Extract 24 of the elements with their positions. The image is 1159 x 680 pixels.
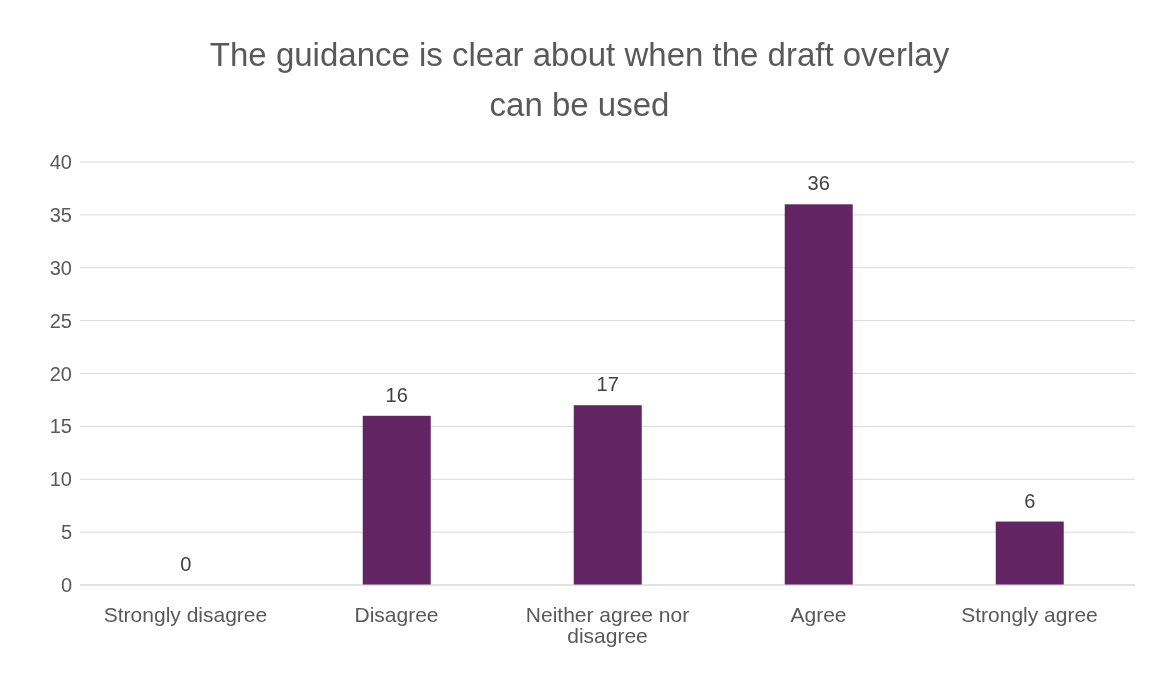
y-tick-label: 40 [49, 151, 72, 174]
chart-title: The guidance is clear about when the draft overlay can be used [209, 35, 950, 125]
y-tick-label: 5 [60, 521, 72, 544]
x-tick-label: Strongly agree [961, 602, 1098, 626]
data-label: 6 [1024, 489, 1036, 512]
bar [573, 405, 642, 585]
x-tick-label: Strongly disagree [103, 602, 268, 626]
data-label: 0 [180, 553, 192, 575]
data-label: 17 [596, 373, 619, 396]
data-label: 16 [385, 383, 408, 406]
bar [995, 521, 1064, 585]
y-tick-label: 35 [49, 203, 72, 226]
y-tick-label: 10 [49, 468, 72, 491]
y-tick-label: 30 [49, 256, 72, 279]
x-tick-label: Disagree [354, 602, 439, 626]
bar [362, 415, 431, 585]
data-label: 36 [807, 172, 830, 195]
y-tick-label: 20 [49, 362, 72, 385]
bar [784, 204, 853, 585]
y-tick-label: 25 [49, 309, 72, 332]
x-tick-label: Neither agree nor disagree [525, 602, 690, 647]
x-tick-label: Agree [790, 602, 847, 626]
y-tick-label: 15 [49, 415, 72, 438]
y-tick-label: 0 [60, 574, 72, 597]
